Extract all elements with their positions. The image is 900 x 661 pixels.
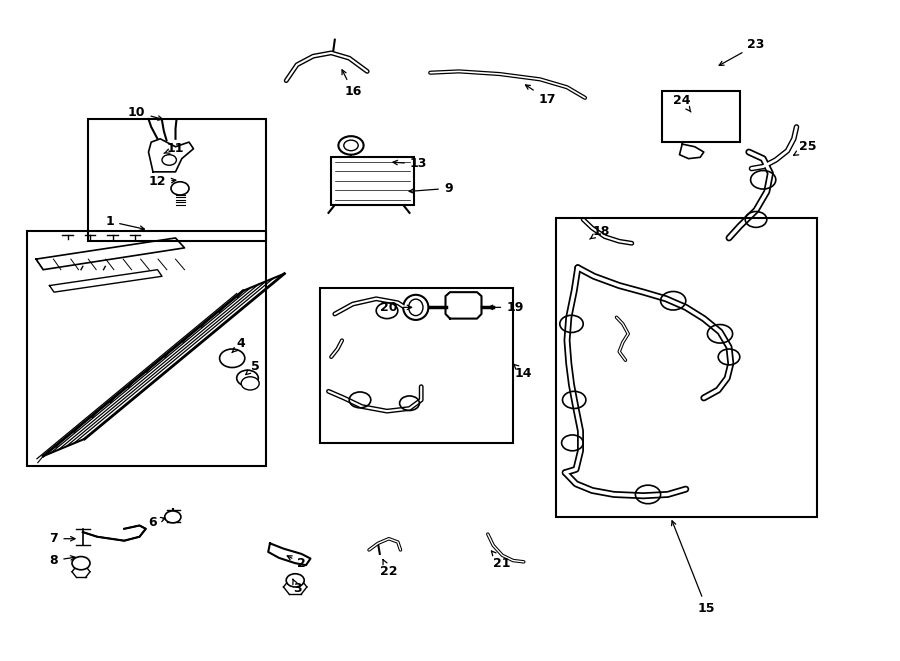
Polygon shape	[83, 525, 146, 541]
Text: 23: 23	[719, 38, 765, 65]
Circle shape	[237, 370, 258, 386]
Polygon shape	[148, 139, 194, 172]
Text: 12: 12	[148, 175, 176, 188]
Text: 5: 5	[246, 360, 260, 375]
Text: 6: 6	[148, 516, 166, 529]
Text: 19: 19	[489, 301, 524, 314]
Text: 20: 20	[380, 301, 411, 314]
Bar	[88, 119, 266, 241]
Text: 9: 9	[410, 182, 453, 195]
Polygon shape	[446, 292, 482, 319]
Text: 13: 13	[393, 157, 428, 171]
Text: 1: 1	[105, 215, 144, 230]
Text: 25: 25	[794, 140, 817, 155]
Text: 8: 8	[50, 554, 75, 567]
Bar	[662, 91, 740, 142]
Circle shape	[72, 557, 90, 570]
Ellipse shape	[403, 295, 428, 320]
Circle shape	[220, 349, 245, 368]
Text: 14: 14	[514, 364, 533, 380]
Text: 2: 2	[287, 556, 306, 570]
Circle shape	[286, 574, 304, 587]
Polygon shape	[268, 543, 310, 565]
Text: 7: 7	[50, 532, 75, 545]
Polygon shape	[50, 270, 162, 292]
Text: 3: 3	[292, 579, 302, 595]
Text: 10: 10	[128, 106, 163, 120]
Text: 16: 16	[342, 70, 362, 98]
Bar	[331, 157, 414, 205]
Text: 4: 4	[232, 337, 246, 352]
Circle shape	[338, 136, 364, 155]
Text: 15: 15	[671, 521, 716, 615]
Bar	[27, 231, 266, 466]
Bar	[556, 218, 817, 517]
Circle shape	[241, 377, 259, 390]
Polygon shape	[36, 238, 184, 270]
Text: 21: 21	[491, 551, 511, 570]
Text: 22: 22	[380, 560, 398, 578]
Circle shape	[171, 182, 189, 195]
Text: 17: 17	[526, 85, 556, 106]
Text: 24: 24	[673, 94, 691, 112]
Text: 11: 11	[164, 142, 184, 155]
Polygon shape	[680, 144, 704, 159]
Text: 18: 18	[590, 225, 610, 239]
Circle shape	[165, 511, 181, 523]
Bar	[320, 288, 513, 443]
